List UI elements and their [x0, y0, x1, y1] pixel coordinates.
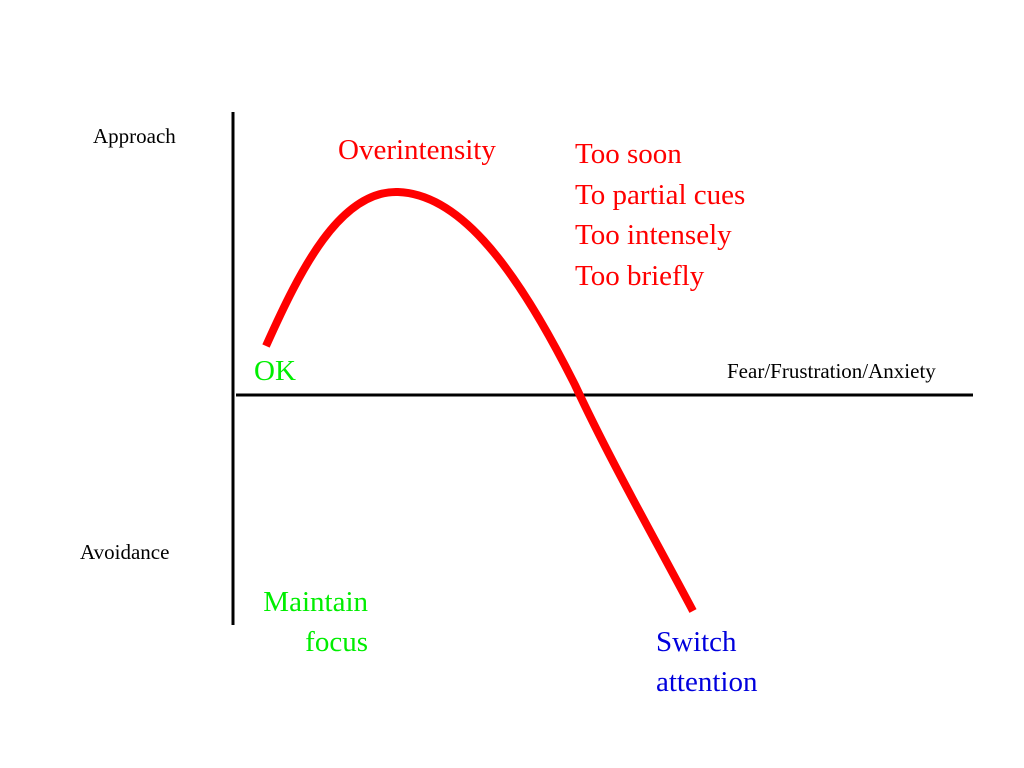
cause-item: To partial cues	[575, 178, 746, 211]
cause-item: Too soon	[575, 138, 682, 170]
ok-label: OK	[254, 355, 296, 387]
switch-attention-line: Switch	[656, 626, 737, 658]
maintain-focus-label: Maintain focus	[246, 582, 368, 662]
maintain-focus-line: focus	[305, 626, 368, 658]
maintain-focus-line: Maintain	[263, 586, 368, 618]
y-axis-top-label: Approach	[93, 124, 176, 148]
x-axis-label: Fear/Frustration/Anxiety	[727, 359, 936, 383]
switch-attention-line: attention	[656, 666, 758, 698]
cause-item: Too briefly	[575, 259, 705, 292]
response-curve	[262, 187, 697, 613]
peak-label: Overintensity	[338, 134, 496, 166]
y-axis-bottom-label: Avoidance	[80, 540, 170, 564]
overintensity-causes-list: Too soon To partial cues Too intensely T…	[575, 134, 745, 296]
cause-item: Too intensely	[575, 219, 732, 251]
switch-attention-label: Switch attention	[656, 622, 757, 702]
